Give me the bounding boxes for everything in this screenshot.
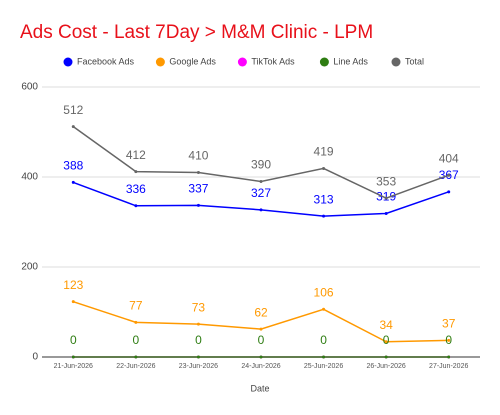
data-label: 313 bbox=[314, 192, 334, 206]
point bbox=[384, 196, 388, 200]
data-label: 412 bbox=[126, 148, 146, 162]
data-label: 390 bbox=[251, 158, 271, 172]
point bbox=[71, 355, 75, 359]
legend-marker bbox=[155, 57, 165, 67]
data-label: 353 bbox=[376, 174, 396, 188]
point bbox=[196, 322, 200, 326]
point bbox=[447, 338, 451, 342]
y-tick-label: 600 bbox=[21, 82, 38, 93]
point bbox=[322, 214, 326, 218]
point bbox=[134, 355, 138, 359]
y-tick-label: 200 bbox=[21, 262, 38, 273]
legend-label: Google Ads bbox=[169, 56, 216, 66]
legend-marker bbox=[391, 57, 401, 67]
data-label: 327 bbox=[251, 186, 271, 200]
point bbox=[447, 190, 451, 194]
legend-label: Facebook Ads bbox=[77, 56, 135, 66]
point bbox=[322, 307, 326, 311]
point bbox=[196, 355, 200, 359]
point bbox=[196, 203, 200, 207]
legend-label: Total bbox=[405, 56, 424, 66]
x-tick-label: 22-Jun-2026 bbox=[116, 363, 155, 370]
point bbox=[447, 355, 451, 359]
x-tick-label: 23-Jun-2026 bbox=[179, 363, 218, 370]
point bbox=[134, 204, 138, 208]
legend-label: Line Ads bbox=[333, 56, 368, 66]
x-tick-label: 21-Jun-2026 bbox=[54, 363, 93, 370]
legend-marker bbox=[237, 57, 247, 67]
data-label: 123 bbox=[63, 278, 83, 292]
data-label: 0 bbox=[195, 333, 202, 347]
data-label: 106 bbox=[314, 285, 334, 299]
data-label: 410 bbox=[188, 149, 208, 163]
data-label: 0 bbox=[320, 333, 327, 347]
data-label: 73 bbox=[192, 300, 206, 314]
data-label: 404 bbox=[439, 151, 459, 165]
legend-label: TikTok Ads bbox=[251, 56, 295, 66]
data-label: 419 bbox=[314, 145, 334, 159]
point bbox=[134, 170, 138, 174]
point bbox=[196, 171, 200, 174]
data-label: 34 bbox=[379, 318, 393, 332]
point bbox=[322, 355, 326, 359]
legend-marker bbox=[63, 57, 73, 67]
y-tick-label: 400 bbox=[21, 172, 38, 183]
point bbox=[71, 300, 75, 304]
point bbox=[447, 173, 451, 177]
data-label: 388 bbox=[63, 159, 83, 173]
point bbox=[322, 166, 326, 170]
data-label: 0 bbox=[383, 333, 390, 347]
x-tick-label: 26-Jun-2026 bbox=[366, 363, 405, 370]
data-label: 337 bbox=[188, 182, 208, 196]
x-tick-label: 24-Jun-2026 bbox=[241, 363, 280, 370]
data-label: 0 bbox=[445, 333, 452, 347]
data-label: 0 bbox=[133, 333, 140, 347]
point bbox=[71, 180, 75, 184]
x-axis-label: Date bbox=[250, 383, 269, 393]
point bbox=[259, 208, 263, 212]
point bbox=[259, 355, 263, 359]
x-tick-label: 27-Jun-2026 bbox=[429, 363, 468, 370]
data-label: 512 bbox=[63, 103, 83, 117]
data-label: 37 bbox=[442, 317, 456, 331]
point bbox=[259, 327, 263, 331]
point bbox=[384, 340, 388, 344]
data-label: 77 bbox=[129, 299, 143, 313]
point bbox=[384, 211, 388, 215]
data-label: 0 bbox=[258, 333, 265, 347]
point bbox=[71, 125, 75, 129]
chart-title: Ads Cost - Last 7Day > M&M Clinic - LPM bbox=[20, 22, 373, 43]
point bbox=[384, 355, 388, 359]
data-label: 0 bbox=[70, 333, 77, 347]
data-label: 336 bbox=[126, 182, 146, 196]
data-label: 319 bbox=[376, 190, 396, 204]
point bbox=[259, 180, 263, 183]
y-tick-label: 0 bbox=[32, 352, 38, 363]
legend-marker bbox=[319, 57, 329, 67]
x-tick-label: 25-Jun-2026 bbox=[304, 363, 343, 370]
data-label: 62 bbox=[254, 305, 268, 319]
point bbox=[134, 320, 138, 324]
